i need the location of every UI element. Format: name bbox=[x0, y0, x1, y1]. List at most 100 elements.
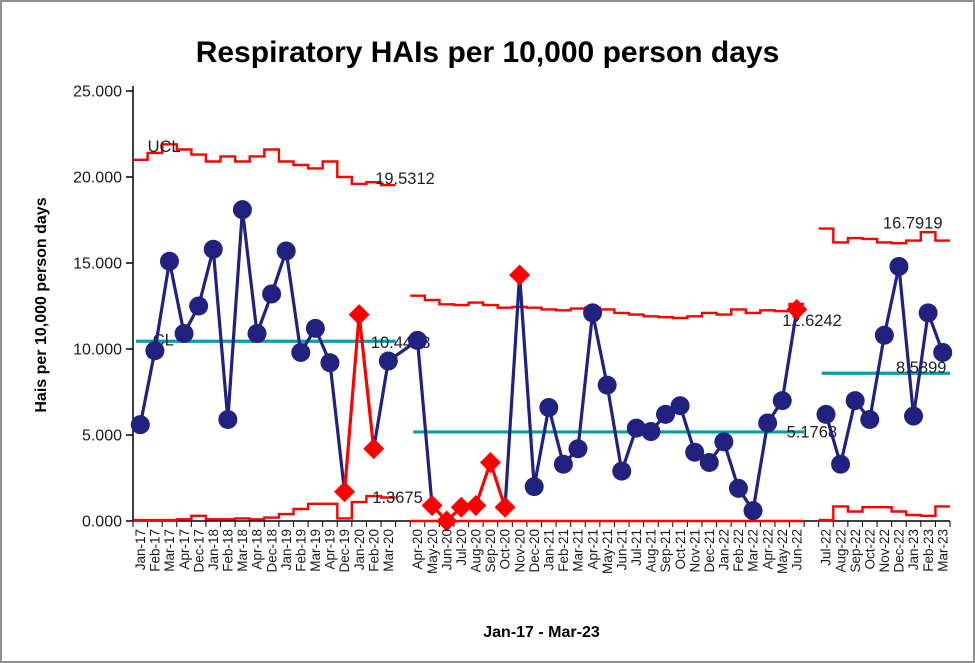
data-point-marker bbox=[831, 454, 851, 474]
data-point-marker bbox=[407, 330, 427, 350]
x-category-label: Sep-21 bbox=[658, 529, 673, 573]
x-category-label: Apr-19 bbox=[323, 529, 338, 570]
x-category-label: May-22 bbox=[775, 529, 790, 574]
x-category-label: Jan-19 bbox=[279, 529, 294, 570]
x-category-label: Jul-20 bbox=[454, 529, 469, 566]
data-point-marker bbox=[597, 375, 617, 395]
special-cause-marker bbox=[421, 495, 443, 517]
data-connector bbox=[590, 312, 609, 386]
data-point-marker bbox=[699, 453, 719, 473]
x-category-label: Feb-23 bbox=[921, 529, 936, 572]
data-point-marker bbox=[583, 303, 603, 323]
x-category-label: Jan-22 bbox=[717, 529, 732, 570]
data-point-marker bbox=[130, 415, 150, 435]
data-connector bbox=[751, 422, 770, 511]
data-connector bbox=[284, 250, 303, 353]
cl2-value-label: 5.1768 bbox=[787, 424, 837, 442]
data-point-marker bbox=[889, 256, 909, 276]
x-category-label: Feb-17 bbox=[148, 529, 163, 572]
special-cause-marker bbox=[334, 481, 356, 503]
ucl-line-seg3 bbox=[818, 227, 950, 245]
data-connector bbox=[547, 407, 565, 465]
data-point-marker bbox=[670, 396, 690, 416]
x-category-label: Dec-20 bbox=[527, 529, 542, 573]
data-point-marker bbox=[232, 200, 252, 220]
x-axis-title: Jan-17 - Mar-23 bbox=[483, 624, 600, 641]
data-point-marker bbox=[262, 284, 282, 304]
data-connector bbox=[211, 249, 230, 420]
x-category-label: May-20 bbox=[425, 529, 440, 574]
x-category-label: Mar-23 bbox=[935, 529, 950, 572]
data-point-marker bbox=[539, 397, 559, 417]
data-point-marker bbox=[276, 241, 296, 261]
lcl-line-seg1 bbox=[133, 494, 396, 522]
data-connector bbox=[518, 274, 536, 487]
data-point-marker bbox=[816, 404, 836, 424]
special-cause-marker bbox=[363, 438, 385, 460]
lcl-line-seg3 bbox=[818, 505, 950, 522]
data-connector bbox=[138, 350, 157, 425]
data-point-marker bbox=[714, 432, 734, 452]
lcl1-value-label: 1.3675 bbox=[372, 489, 422, 507]
y-tick-label: 20.000 bbox=[73, 170, 122, 187]
x-category-label: Nov-22 bbox=[877, 529, 892, 573]
special-cause-marker bbox=[494, 496, 516, 518]
data-connector bbox=[839, 400, 857, 465]
y-tick-label: 10.000 bbox=[73, 342, 122, 359]
x-category-label: Aug-20 bbox=[469, 529, 484, 573]
data-point-marker bbox=[933, 342, 953, 362]
x-category-label: Oct-21 bbox=[673, 529, 688, 570]
x-category-label: Nov-21 bbox=[687, 529, 702, 573]
data-point-marker bbox=[656, 404, 676, 424]
x-category-label: Jan-20 bbox=[352, 529, 367, 570]
x-category-label: Jan-23 bbox=[906, 529, 921, 570]
data-connector bbox=[605, 384, 624, 472]
data-connector bbox=[780, 309, 799, 401]
data-connector bbox=[868, 334, 886, 420]
data-point-marker bbox=[874, 325, 894, 345]
data-connector bbox=[153, 261, 172, 351]
special-cause-marker bbox=[786, 298, 808, 320]
special-cause-marker bbox=[436, 510, 458, 532]
ucl-label: UCL bbox=[148, 138, 181, 156]
data-point-marker bbox=[728, 478, 748, 498]
data-point-marker bbox=[860, 410, 880, 430]
data-point-marker bbox=[743, 501, 763, 521]
data-point-marker bbox=[553, 454, 573, 474]
special-cause-marker bbox=[450, 496, 472, 518]
data-point-marker bbox=[626, 418, 646, 438]
x-category-label: Dec-21 bbox=[702, 529, 717, 573]
x-category-label: Dec-17 bbox=[191, 529, 206, 573]
x-category-label: Nov-20 bbox=[512, 529, 527, 573]
data-connector bbox=[167, 260, 186, 334]
y-tick-label: 25.000 bbox=[73, 84, 122, 101]
x-category-label: Mar-17 bbox=[162, 529, 177, 572]
x-category-label: Apr-20 bbox=[410, 529, 425, 570]
data-point-marker bbox=[174, 324, 194, 344]
data-connector bbox=[197, 248, 215, 307]
x-category-label: Aug-22 bbox=[833, 529, 848, 573]
data-point-marker bbox=[291, 342, 311, 362]
data-connector bbox=[897, 266, 916, 417]
data-point-marker bbox=[305, 318, 325, 338]
special-cause-marker bbox=[348, 304, 370, 326]
x-category-label: Jul-21 bbox=[629, 529, 644, 566]
chart-title: Respiratory HAIs per 10,000 person days bbox=[195, 36, 780, 70]
data-point-marker bbox=[568, 439, 588, 459]
ucl2-value-label: 12.6242 bbox=[782, 312, 842, 330]
data-point-marker bbox=[904, 406, 924, 426]
data-point-marker bbox=[247, 324, 267, 344]
data-connector bbox=[576, 312, 595, 449]
special-cause-marker bbox=[509, 264, 531, 286]
x-category-label: Apr-22 bbox=[760, 529, 775, 570]
x-category-label: Aug-21 bbox=[644, 529, 659, 573]
x-category-label: Dec-22 bbox=[892, 529, 907, 573]
x-category-label: Jun-21 bbox=[614, 529, 629, 570]
x-category-label: Dec-18 bbox=[264, 529, 279, 573]
ucl3-value-label: 16.7919 bbox=[883, 215, 943, 233]
data-point-marker bbox=[320, 353, 340, 373]
data-connector bbox=[503, 274, 522, 508]
x-category-label: Apr-21 bbox=[585, 529, 600, 570]
x-category-label: Oct-22 bbox=[863, 529, 878, 570]
